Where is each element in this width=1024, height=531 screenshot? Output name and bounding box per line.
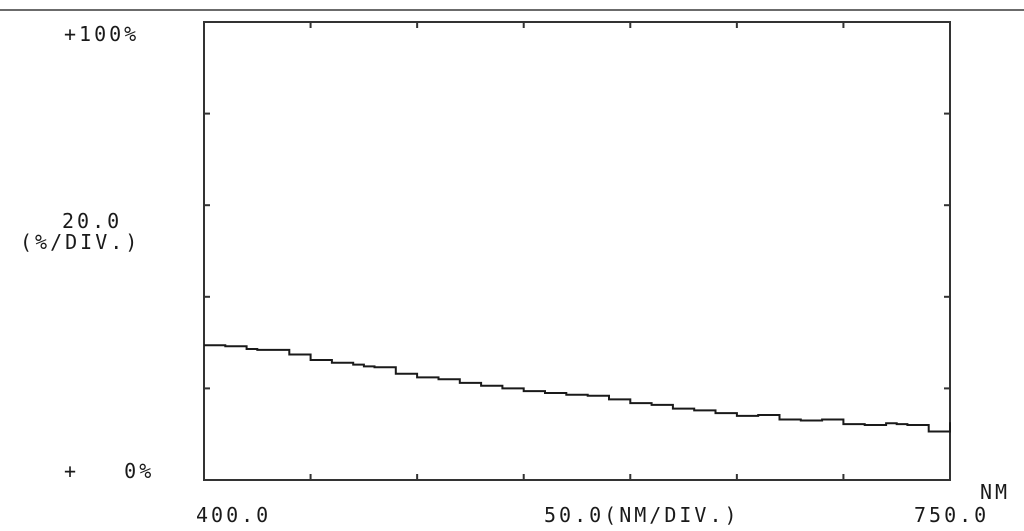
plot-frame: [203, 21, 951, 481]
x-scale-label: 50.0(NM/DIV.): [544, 503, 740, 527]
x-start-label: 400.0: [196, 503, 272, 527]
y-scale-unit: (%/DIV.): [20, 230, 141, 254]
x-end-label: 750.0: [914, 503, 990, 527]
y-top-label: +100%: [64, 22, 140, 46]
y-bottom-label: + 0%: [64, 459, 155, 483]
x-unit-label: NM: [980, 480, 1011, 504]
top-rule: [0, 9, 1024, 11]
tick-marks: [204, 22, 950, 480]
series-line: [204, 344, 951, 433]
y-scale-value: 20.0: [62, 209, 123, 233]
